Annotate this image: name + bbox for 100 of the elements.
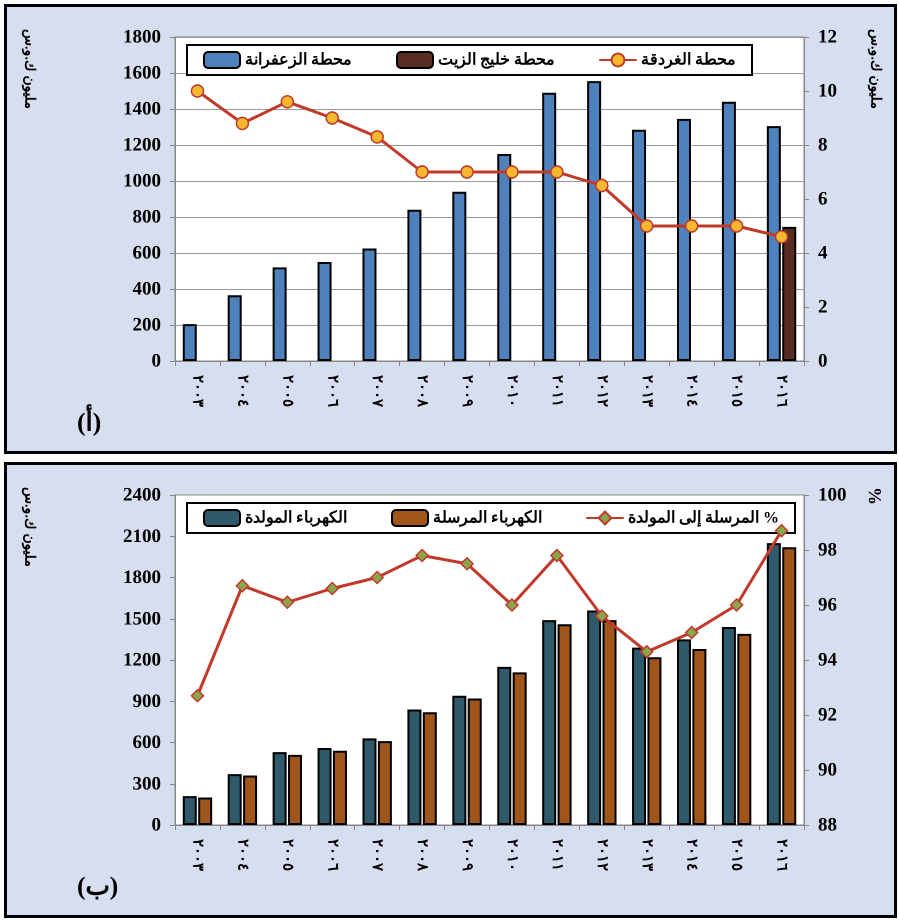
point [505, 598, 519, 612]
x-tick-label: ٢٠٠٩ [459, 375, 476, 407]
point [505, 165, 519, 179]
bar [676, 118, 691, 361]
legend-label: محطة الغردقة [641, 52, 736, 70]
point [460, 165, 474, 179]
y-tick-label: 0 [152, 814, 161, 836]
y2-tick-label: 90 [818, 760, 837, 780]
point [236, 116, 250, 130]
y-tick-label: 1000 [123, 170, 161, 192]
x-tick-label: ٢٠٠٥ [279, 839, 296, 871]
y2-tick-label: 2 [818, 296, 828, 318]
x-tick-label: ٢٠١٦ [774, 839, 790, 871]
point [326, 582, 339, 596]
point [730, 598, 744, 612]
point [774, 230, 788, 244]
x-tick-label: ٢٠١٠ [504, 375, 520, 407]
bar [362, 248, 376, 361]
bar [542, 92, 556, 361]
bar [182, 324, 197, 361]
y2-tick-label: 96 [818, 594, 837, 616]
y2-tick-label: 94 [818, 650, 838, 670]
y2-tick-label: 8 [818, 134, 828, 156]
x-tick-label: ٢٠١٢ [594, 375, 610, 407]
point [640, 219, 654, 233]
bar [452, 192, 466, 361]
point [236, 579, 250, 592]
x-tick-label: ٢٠٠٦ [324, 375, 340, 407]
y-tick-label: 600 [132, 242, 161, 264]
bar [407, 210, 422, 361]
y2-tick-label: 4 [818, 242, 828, 264]
y-tick-label: 800 [132, 206, 161, 228]
x-tick-label: ٢٠١١ [548, 375, 565, 407]
y-tick-label: 1800 [123, 567, 161, 588]
x-tick-label: ٢٠٠٧ [369, 375, 386, 408]
y-tick-label: 600 [132, 732, 161, 753]
x-tick-label: ٢٠٠٦ [324, 839, 340, 871]
text: (ب) [77, 872, 118, 900]
point [684, 626, 698, 640]
bar [587, 81, 602, 361]
bar [632, 130, 646, 361]
point [730, 219, 744, 233]
y-tick-label: 2100 [123, 526, 161, 547]
y2-axis-title: % [865, 487, 885, 505]
point [415, 548, 429, 562]
x-tick-label: ٢٠٠٨ [414, 839, 430, 872]
x-tick-label: ٢٠١٤ [684, 375, 700, 407]
y-tick-label: 400 [132, 278, 161, 300]
y-tick-label: 300 [132, 773, 161, 794]
x-tick-label: ٢٠١٣ [638, 375, 655, 407]
y2-tick-label: 10 [818, 80, 837, 102]
y-tick-label: 200 [132, 314, 161, 336]
point [326, 111, 339, 125]
x-tick-label: ٢٠١٥ [728, 375, 745, 407]
bar [228, 295, 242, 361]
x-tick-label: ٢٠٠٣ [189, 839, 206, 871]
y-tick-label: 1200 [123, 650, 161, 670]
x-tick-label: ٢٠١٣ [638, 839, 655, 871]
point [550, 548, 564, 562]
y-tick-label: 1800 [123, 26, 161, 48]
y-tick-label: 0 [152, 350, 161, 372]
x-tick-label: ٢٠١٦ [774, 375, 790, 407]
bar [722, 102, 736, 361]
y-tick-label: 1600 [123, 62, 161, 84]
point [280, 596, 294, 609]
point [460, 557, 474, 570]
bar [318, 262, 332, 361]
x-tick-label: ٢٠٠٣ [189, 375, 206, 407]
y-axis-title: مليون ك.و.س [22, 487, 36, 568]
x-tick-label: ٢٠١٢ [594, 839, 610, 871]
point [190, 84, 204, 98]
y2-axis-title: مليون ك.و.س [868, 29, 882, 110]
y-axis-title: مليون ك.و.س [22, 29, 36, 110]
bar [497, 154, 512, 361]
y2-tick-label: 0 [818, 350, 828, 372]
x-tick-label: ٢٠٠٤ [234, 839, 250, 871]
point [595, 609, 609, 623]
legend-label: الكهرباء المولدة [245, 510, 347, 528]
point [370, 570, 384, 584]
bar [272, 267, 287, 361]
x-tick-label: ٢٠١٥ [728, 839, 745, 871]
y-tick-label: 1200 [123, 134, 161, 156]
point [684, 219, 698, 233]
legend-label: الكهرباء المرسلة [433, 510, 542, 528]
x-tick-label: ٢٠٠٩ [459, 839, 476, 871]
x-tick-label: ٢٠٠٥ [279, 375, 296, 407]
point [190, 689, 204, 702]
x-tick-label: ٢٠١٤ [684, 839, 700, 871]
point [415, 165, 429, 179]
x-tick-label: ٢٠٠٤ [234, 375, 250, 407]
y-tick-label: 1500 [123, 608, 161, 630]
x-tick-label: ٢٠١٠ [504, 839, 520, 871]
y-tick-label: 2400 [123, 484, 161, 506]
y-tick-label: 900 [132, 690, 161, 712]
y-tick-label: 1400 [123, 98, 161, 120]
x-tick-label: ٢٠٠٨ [414, 375, 430, 408]
point [595, 178, 609, 192]
x-tick-label: ٢٠١١ [548, 839, 565, 871]
point [370, 130, 384, 144]
text: (أ) [77, 404, 102, 436]
